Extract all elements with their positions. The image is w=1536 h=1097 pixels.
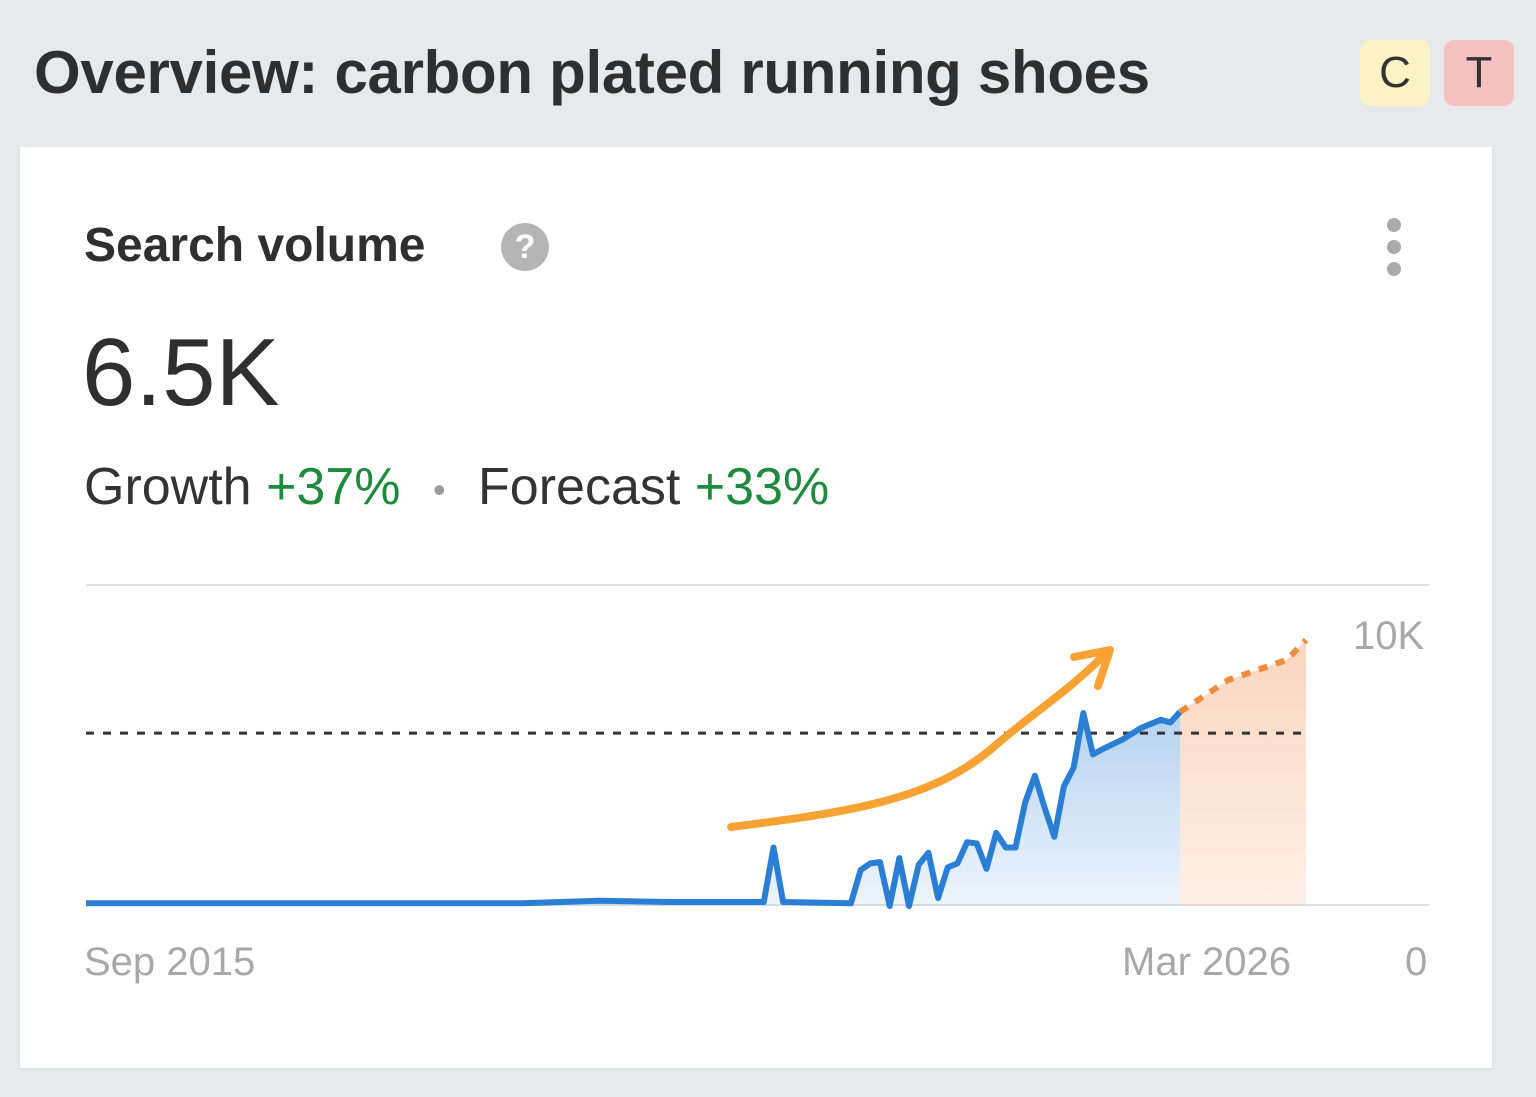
y-min-label: 0	[1405, 940, 1428, 984]
history-line	[86, 709, 1183, 909]
kebab-menu-icon[interactable]	[1380, 218, 1408, 276]
x-start-label: Sep 2015	[84, 940, 256, 984]
separator: •	[432, 469, 446, 511]
x-end-label: Mar 2026	[1122, 940, 1291, 984]
growth-value: +37%	[266, 458, 401, 516]
growth-label: Growth	[84, 458, 252, 516]
trend-arrow	[727, 650, 1109, 831]
badge-t[interactable]: T	[1444, 40, 1514, 106]
question-circle-icon[interactable]: ?	[501, 223, 549, 271]
forecast-label: Forecast	[478, 458, 681, 516]
y-max-label: 10K	[1353, 614, 1425, 658]
forecast-line	[1178, 637, 1309, 715]
card-title: Search volume	[84, 219, 426, 272]
history-area	[86, 711, 1181, 906]
forecast-value: +33%	[694, 458, 830, 516]
search-volume-value: 6.5K	[82, 319, 280, 426]
page-title: Overview: carbon plated running shoes	[34, 39, 1150, 106]
badge-c[interactable]: C	[1360, 40, 1430, 106]
search-volume-card	[20, 147, 1492, 1068]
trend-arrow-head	[1070, 646, 1114, 690]
growth-forecast-line: Growth +37% • Forecast +33%	[84, 457, 829, 517]
forecast-area	[1180, 640, 1306, 906]
